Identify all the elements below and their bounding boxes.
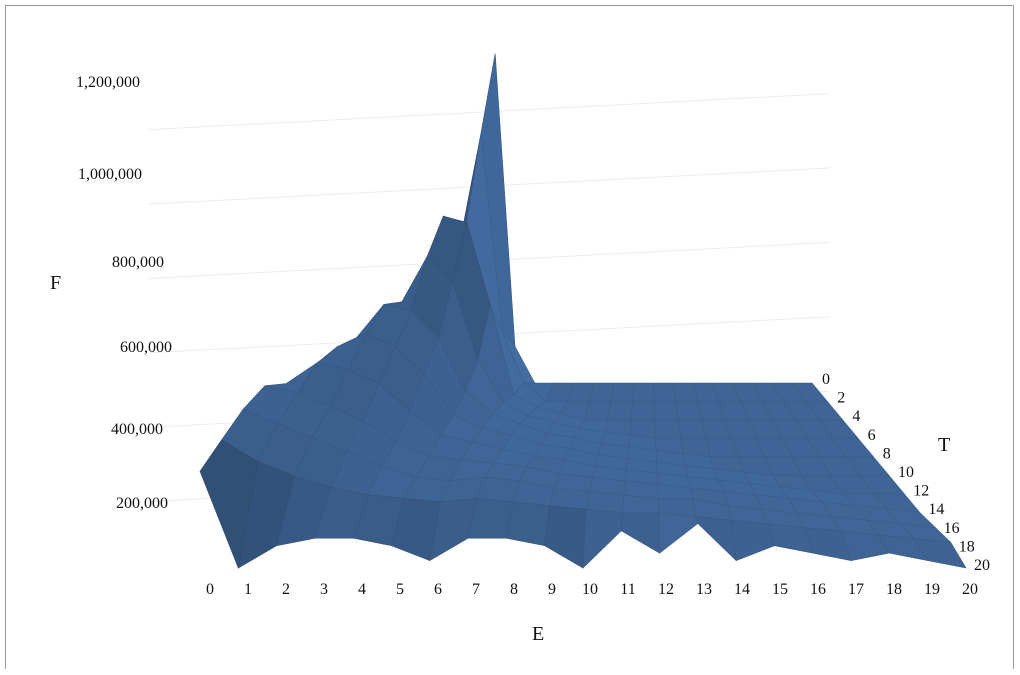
x-tick-label: 14	[734, 581, 750, 598]
surface-cell	[677, 419, 707, 439]
x-tick-label: 17	[848, 581, 864, 598]
x-tick-label: 7	[472, 581, 480, 598]
z-tick-label: 2	[837, 390, 845, 407]
surface-cell	[620, 512, 660, 554]
z-tick-label: 12	[913, 483, 929, 500]
x-tick-label: 10	[582, 581, 598, 598]
surface-cell	[654, 419, 682, 439]
x-tick-label: 16	[810, 581, 826, 598]
z-tick-label: 14	[928, 501, 944, 518]
z-tick-label: 18	[959, 538, 975, 555]
x-tick-label: 8	[510, 581, 518, 598]
x-tick-label: 19	[924, 581, 940, 598]
x-tick-label: 18	[886, 581, 902, 598]
y-tick-label: 200,000	[116, 495, 168, 512]
x-tick-label: 11	[620, 581, 635, 598]
z-tick-label: 8	[883, 445, 891, 462]
y-tick-label: 1,000,000	[78, 166, 142, 183]
surface-cell	[610, 382, 635, 402]
y-axis-ticks: 200,000 400,000 600,000 800,000 1,000,000 1,2…	[76, 74, 172, 512]
surface-cell	[695, 516, 737, 562]
chart-frame	[5, 5, 1014, 669]
x-tick-label: 0	[206, 581, 214, 598]
y-tick-label: 400,000	[111, 421, 163, 438]
x-tick-label: 4	[358, 581, 366, 598]
surface-cell	[632, 382, 655, 402]
x-tick-label: 5	[396, 581, 404, 598]
z-tick-label: 0	[822, 371, 830, 388]
x-tick-label: 15	[772, 581, 788, 598]
x-tick-label: 12	[658, 581, 674, 598]
surface-cell	[731, 519, 775, 562]
surface-cell	[653, 382, 677, 402]
z-axis-title: T	[938, 434, 950, 456]
x-tick-label: 2	[282, 581, 290, 598]
x-tick-label: 20	[962, 581, 978, 598]
x-axis-ticks: 0 1 2 3 4 5 6 7 8 9 10 11 12 13 14 15 16 17 18 19 20	[206, 581, 978, 598]
x-tick-label: 9	[548, 581, 556, 598]
z-tick-label: 20	[974, 557, 990, 574]
surface-cell	[630, 401, 656, 421]
y-tick-label: 800,000	[112, 254, 164, 271]
y-tick-label: 1,200,000	[76, 74, 140, 91]
surface-cell	[653, 401, 679, 421]
y-axis-title: F	[50, 272, 61, 294]
surface-cell	[607, 401, 633, 421]
x-tick-label: 1	[244, 581, 252, 598]
surface-cell	[583, 401, 612, 421]
z-tick-label: 16	[944, 520, 960, 537]
x-tick-label: 3	[320, 581, 328, 598]
z-tick-label: 6	[868, 427, 876, 444]
z-tick-label: 4	[852, 408, 860, 425]
surface-cell	[544, 505, 587, 569]
x-axis-title: E	[532, 623, 544, 645]
y-tick-label: 600,000	[120, 339, 172, 356]
surface-cell	[582, 508, 623, 569]
surface-cell	[506, 501, 550, 547]
x-tick-label: 6	[434, 581, 442, 598]
z-tick-label: 10	[898, 464, 914, 481]
surface-cell	[658, 512, 699, 554]
surface-cell	[913, 538, 967, 569]
x-tick-label: 13	[696, 581, 712, 598]
surface-plot	[199, 53, 967, 570]
